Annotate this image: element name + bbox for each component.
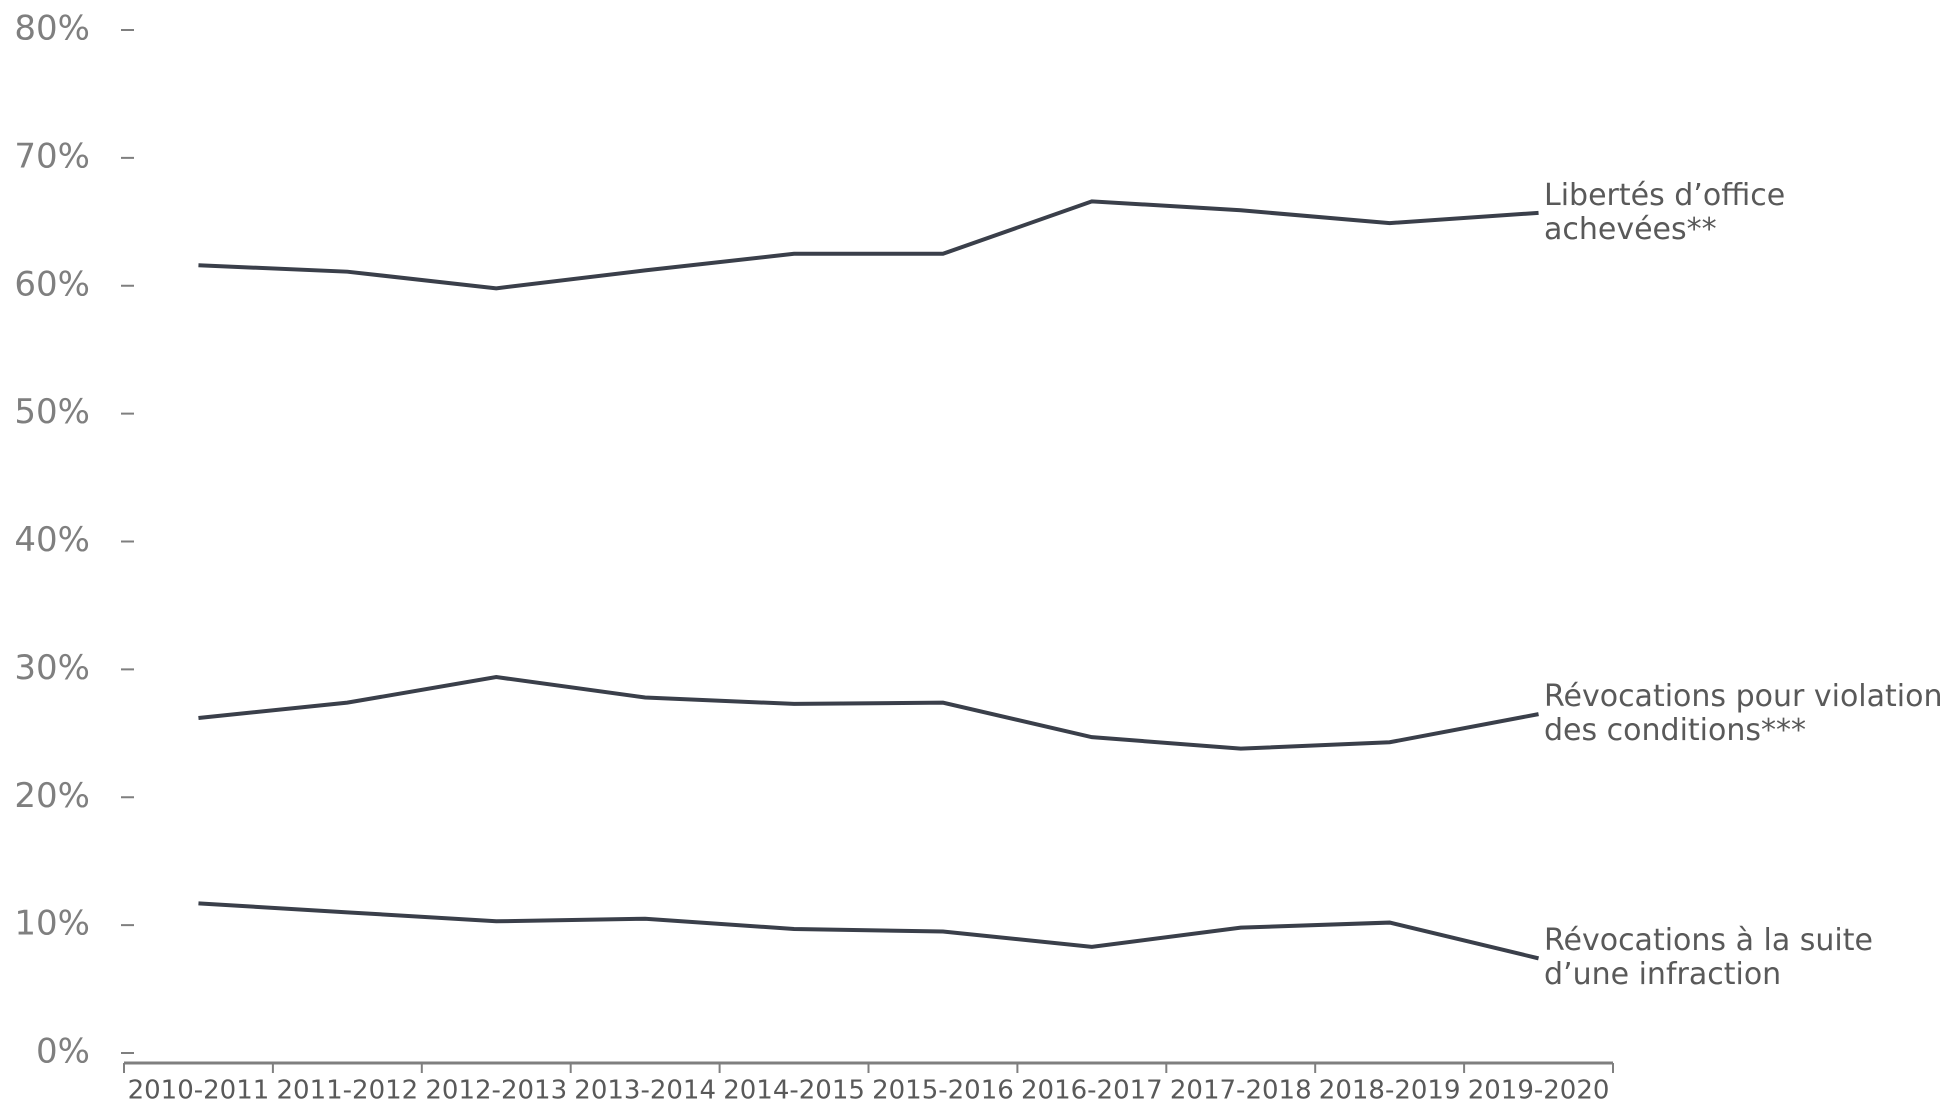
x-tick-label: 2016-2017 xyxy=(1021,1076,1163,1106)
series-label: Libertés d’office achevées** xyxy=(1544,177,1786,247)
x-tick-label: 2010-2011 xyxy=(128,1076,270,1106)
x-tick-label: 2012-2013 xyxy=(425,1076,567,1106)
y-tick-label: 70% xyxy=(14,136,90,176)
series-label: Révocations pour violation des condition… xyxy=(1544,679,1943,749)
series-line xyxy=(198,199,1539,291)
series-label: Révocations à la suite d’une infraction xyxy=(1544,923,1873,993)
y-tick-label: 60% xyxy=(14,264,90,304)
y-tick-label: 10% xyxy=(14,904,90,944)
y-tick-label: 40% xyxy=(14,520,90,560)
y-tick-label: 50% xyxy=(14,392,90,432)
y-tick-label: 80% xyxy=(14,9,90,49)
x-tick-label: 2015-2016 xyxy=(872,1076,1014,1106)
x-tick-label: 2018-2019 xyxy=(1319,1076,1461,1106)
series-line xyxy=(198,901,1540,961)
y-tick-label: 30% xyxy=(14,648,90,688)
series-line xyxy=(198,675,1539,751)
x-tick-label: 2019-2020 xyxy=(1468,1076,1610,1106)
x-tick-label: 2017-2018 xyxy=(1170,1076,1312,1106)
y-tick-label: 0% xyxy=(36,1032,90,1072)
y-tick-label: 20% xyxy=(14,776,90,816)
x-tick-label: 2014-2015 xyxy=(723,1076,865,1106)
x-tick-label: 2011-2012 xyxy=(276,1076,418,1106)
x-tick-label: 2013-2014 xyxy=(574,1076,716,1106)
